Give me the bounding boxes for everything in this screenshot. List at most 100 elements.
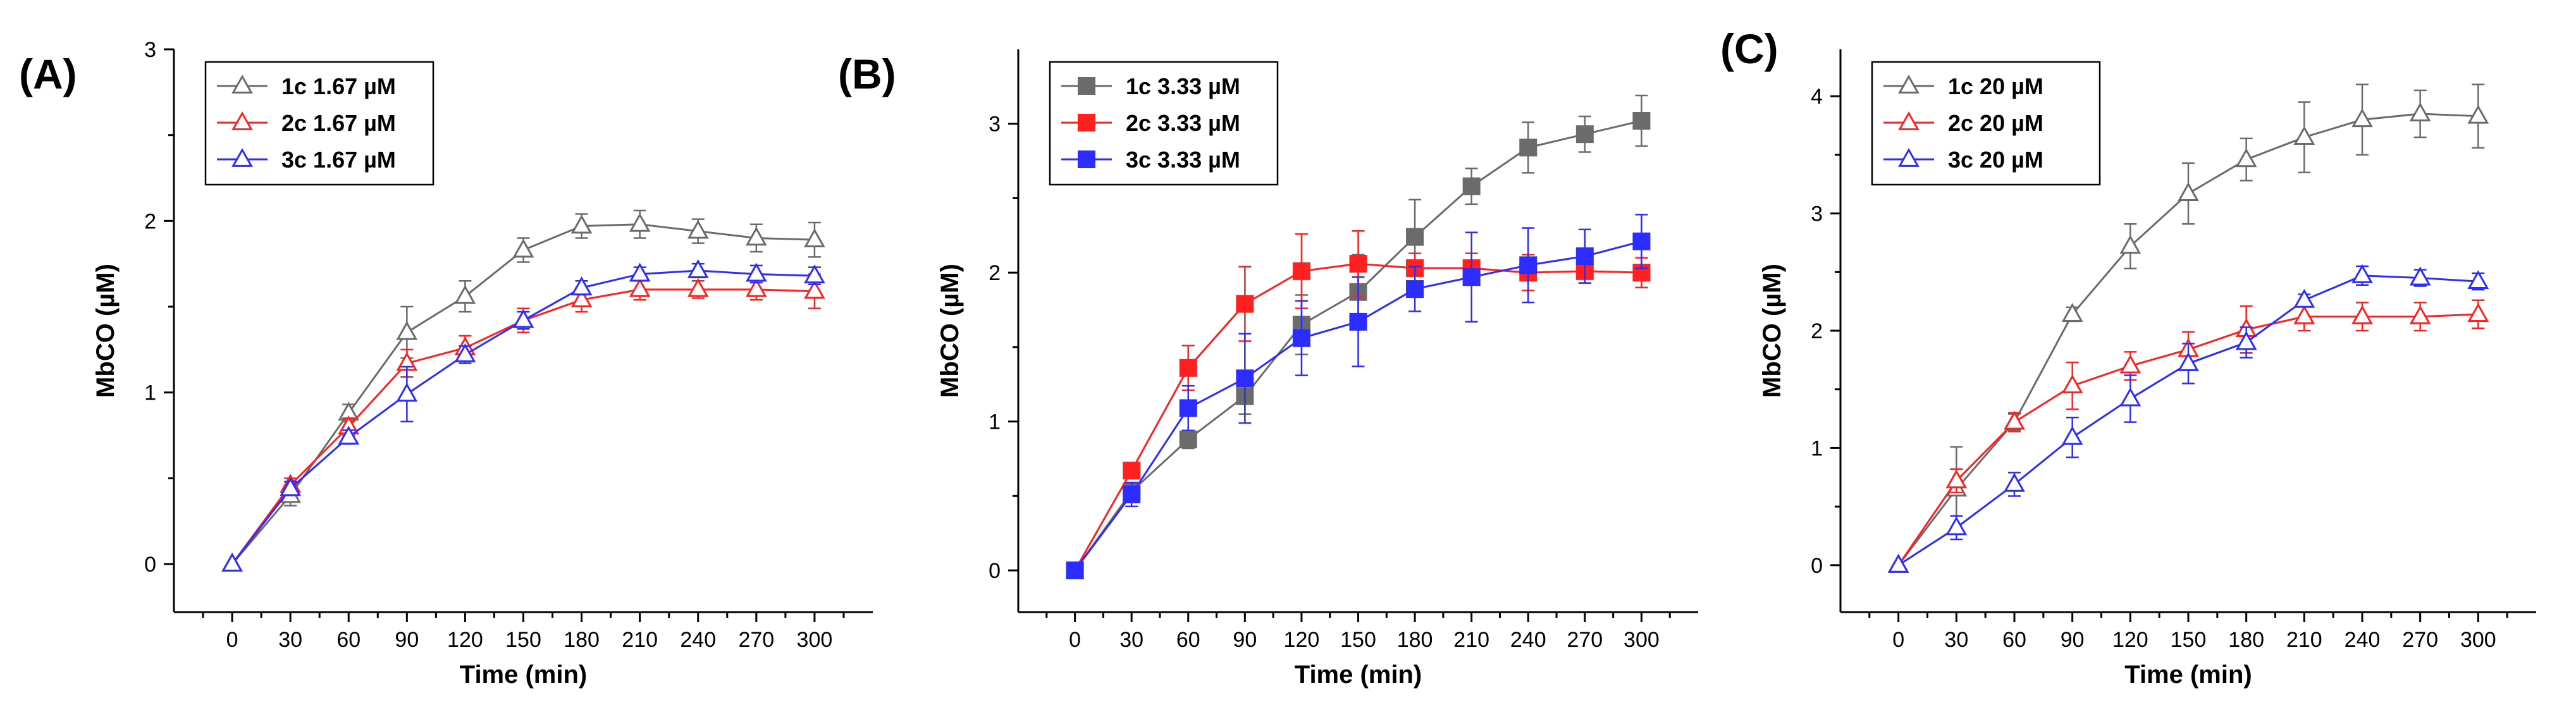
x-tick-label: 210 [622,628,658,652]
y-tick-label: 3 [989,113,1001,137]
legend-swatch-marker [1078,114,1095,132]
data-point [745,278,767,297]
series-blue [1887,264,2489,573]
chart-panel-0: (A) 0 30 60 90 120 150 180 210 240 270 300 0 1 2 3 Time … [19,38,873,689]
data-point [454,343,476,362]
data-point [2235,331,2257,350]
y-axis-title: MbCO (µM) [1758,264,1786,398]
data-point [2467,270,2489,290]
data-point [687,259,709,278]
x-tick-label: 300 [2460,628,2496,652]
data-point [2409,102,2431,121]
data-point [1292,262,1310,280]
data-point [745,226,767,246]
data-point [1179,399,1197,417]
legend-label: 1c 3.33 µM [1126,73,1240,99]
x-tick-label: 240 [680,628,716,652]
x-tick-label: 120 [1284,628,1320,652]
x-tick-label: 90 [1233,628,1257,652]
x-tick-label: 30 [1119,628,1143,652]
x-tick-label: 0 [226,628,238,652]
data-point [2467,104,2489,124]
series-line [231,223,815,565]
data-point [512,309,534,328]
data-point [1406,280,1424,298]
x-tick-label: 90 [2061,628,2085,652]
data-point [1945,516,1968,536]
x-tick-label: 60 [336,628,361,652]
x-tick-label: 0 [1892,628,1904,652]
data-point [2293,288,2315,308]
data-point [2119,354,2142,374]
data-point [2119,235,2142,254]
x-tick-label: 150 [1340,628,1376,652]
data-point [1292,329,1310,347]
y-tick-label: 0 [989,559,1001,583]
x-tick-label: 270 [738,628,774,652]
legend-swatch-marker [1898,74,1920,94]
x-tick-label: 270 [2402,628,2438,652]
legend-label: 3c 1.67 µM [281,147,396,173]
data-point [2119,387,2142,407]
x-tick-label: 180 [564,628,600,652]
x-tick-label: 300 [1624,628,1660,652]
legend-label: 2c 20 µM [1948,110,2043,136]
data-point [1575,125,1594,144]
data-point [1519,256,1538,274]
data-point [2004,410,2025,430]
y-tick-label: 0 [144,553,156,577]
series-blue [1066,214,1651,580]
data-point [1462,268,1481,286]
data-point [2178,352,2199,371]
y-tick-label: 1 [144,381,156,405]
data-point [1349,255,1367,273]
data-point [2061,303,2083,322]
legend-label: 3c 20 µM [1948,147,2043,173]
data-point [1123,462,1141,480]
series-blue [221,259,825,572]
data-point [1575,247,1594,266]
legend-label: 2c 1.67 µM [281,110,396,136]
legend-label: 1c 1.67 µM [281,73,396,99]
legend-swatch-marker [231,147,253,167]
data-point [687,219,709,239]
data-point [512,238,534,258]
x-tick-label: 120 [447,628,483,652]
x-tick-label: 180 [2228,628,2264,652]
data-point [1236,369,1254,388]
x-tick-label: 0 [1069,628,1081,652]
data-point [570,214,593,234]
legend-swatch-marker [231,74,253,94]
x-tick-label: 300 [797,628,833,652]
data-point [2409,305,2431,324]
data-point [1519,138,1538,157]
data-point [2467,303,2489,322]
data-point [2293,305,2315,324]
y-tick-label: 1 [989,410,1001,434]
x-tick-label: 30 [1944,628,1968,652]
data-point [2178,182,2199,201]
x-tick-label: 150 [505,628,541,652]
data-point [1406,228,1424,246]
data-point [2409,266,2431,286]
data-point [2351,264,2373,283]
legend-label: 2c 3.33 µM [1126,110,1240,136]
data-point [1887,553,1909,573]
data-point [2061,374,2083,394]
panel-label: (C) [1720,25,1778,72]
data-point [629,212,651,232]
x-tick-label: 150 [2171,628,2207,652]
data-point [1236,295,1254,313]
data-point [2235,148,2257,168]
data-point [1632,112,1651,130]
x-tick-label: 60 [1176,628,1200,652]
legend-label: 1c 20 µM [1948,73,2043,99]
legend: 1c 3.33 µM 2c 3.33 µM 3c 3.33 µM [1049,61,1279,186]
y-tick-label: 3 [1811,202,1823,226]
series-gray [221,209,825,572]
legend-swatch-marker [1898,111,1920,130]
x-tick-label: 240 [1510,628,1546,652]
legend-swatch-marker [231,111,253,130]
data-point [804,279,825,299]
